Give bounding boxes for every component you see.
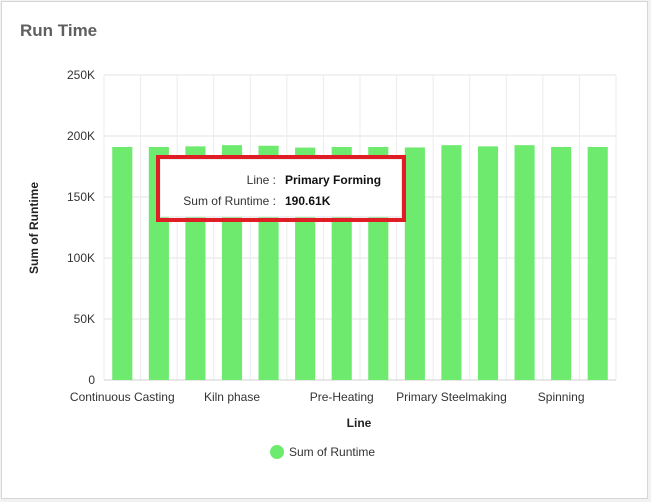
tooltip-sum-value: 190.61K: [285, 194, 331, 208]
y-tick-label-4: 200K: [67, 129, 95, 143]
bar-12[interactable]: [551, 146, 572, 380]
y-axis-ticks: 0 50K 100K 150K 200K 250K: [67, 68, 95, 387]
tooltip-line-label: Line :: [247, 173, 276, 187]
x-tick-label-2: Pre-Heating: [310, 390, 374, 404]
tooltip: Line : Primary Forming Sum of Runtime : …: [156, 155, 406, 222]
y-tick-label-2: 100K: [67, 251, 95, 265]
x-tick-label-3: Primary Steelmaking: [396, 390, 507, 404]
bar-9[interactable]: [441, 145, 462, 380]
tooltip-box: [159, 158, 403, 218]
bar-10[interactable]: [477, 146, 499, 380]
x-tick-label-1: Kiln phase: [204, 390, 260, 404]
tooltip-highlight-frame: [156, 155, 406, 222]
y-tick-label-0: 0: [88, 373, 95, 387]
widget-title: Run Time: [20, 21, 98, 40]
tooltip-line-value: Primary Forming: [285, 173, 381, 187]
bar-8[interactable]: [404, 147, 425, 380]
tooltip-sum-label: Sum of Runtime :: [183, 194, 276, 208]
x-axis-label: Line: [347, 416, 372, 430]
grid-lines: [103, 74, 617, 381]
y-tick-label-3: 150K: [67, 190, 95, 204]
y-tick-label-1: 50K: [74, 312, 95, 326]
y-tick-label-5: 250K: [67, 68, 95, 82]
legend[interactable]: Sum of Runtime: [270, 445, 375, 459]
bar-0[interactable]: [112, 146, 133, 380]
x-tick-label-0: Continuous Casting: [70, 390, 175, 404]
legend-label: Sum of Runtime: [289, 445, 375, 459]
bar-11[interactable]: [514, 145, 535, 380]
legend-swatch: [270, 445, 284, 459]
bar-13[interactable]: [587, 146, 608, 380]
y-axis-label: Sum of Runtime: [27, 182, 41, 274]
x-tick-label-4: Spinning: [538, 390, 585, 404]
x-axis-ticks: Continuous Casting Kiln phase Pre-Heating P…: [70, 390, 585, 404]
